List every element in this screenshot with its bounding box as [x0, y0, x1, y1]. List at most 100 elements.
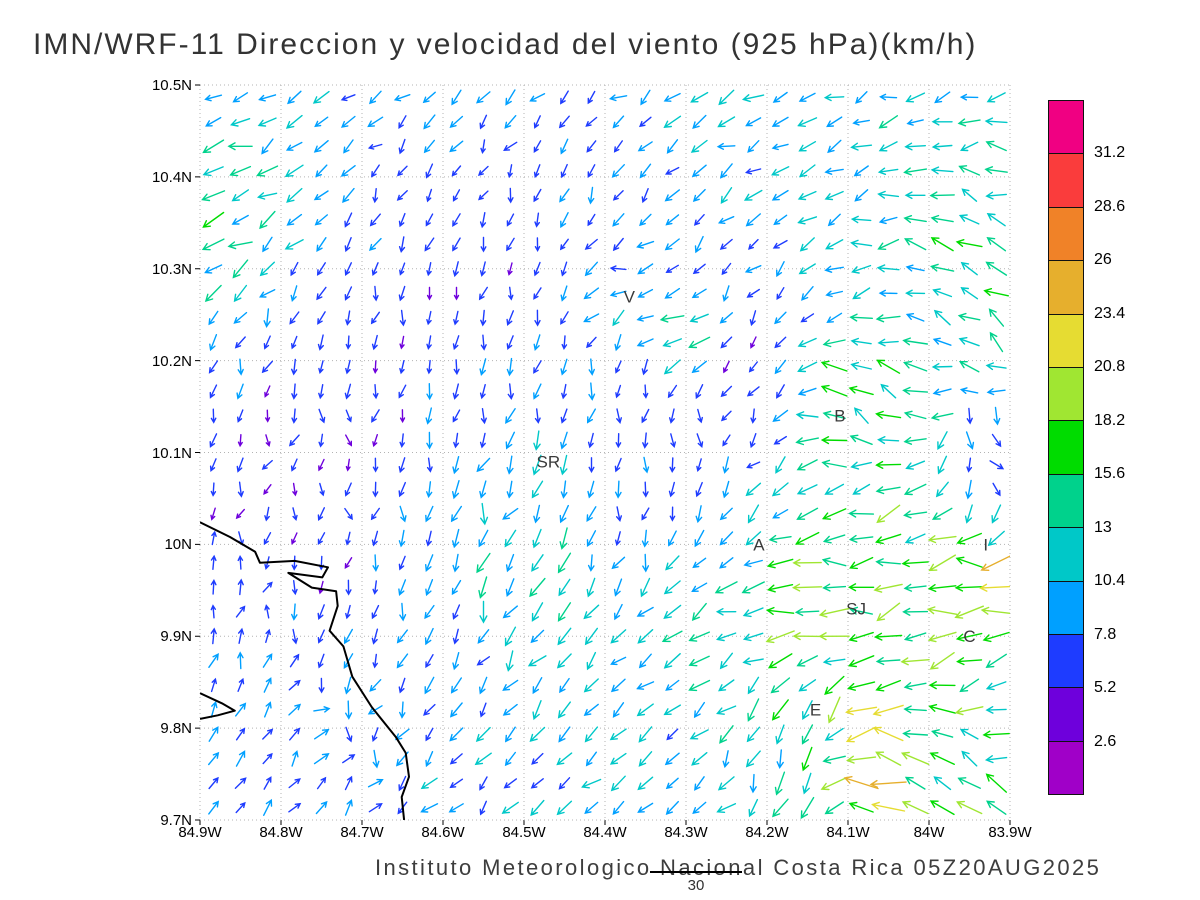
station-label: SR	[536, 453, 560, 472]
wind-vector	[902, 337, 928, 346]
wind-vector	[426, 359, 432, 375]
wind-vector	[694, 529, 705, 548]
vector-scale-label: 30	[687, 877, 705, 894]
wind-vector	[986, 212, 1006, 227]
wind-vector	[318, 360, 324, 374]
y-tick-label: 10N	[164, 536, 192, 554]
wind-vector	[558, 578, 571, 597]
wind-vector	[801, 746, 813, 772]
wind-vector	[719, 531, 734, 546]
wind-vector	[504, 726, 516, 743]
wind-vector	[716, 142, 736, 150]
wind-vector	[237, 358, 244, 376]
wind-vector	[845, 726, 877, 743]
wind-vector	[984, 117, 1008, 126]
wind-vector	[208, 800, 220, 815]
wind-vector	[982, 631, 1010, 643]
wind-vector	[878, 115, 898, 129]
y-tick-label: 9.7N	[160, 812, 192, 829]
wind-vector	[368, 803, 383, 813]
wind-vector	[855, 91, 868, 104]
wind-vector	[930, 237, 954, 252]
wind-vector	[847, 655, 875, 668]
wind-vector	[345, 531, 351, 546]
wind-vector	[667, 384, 678, 399]
wind-vector	[507, 187, 514, 204]
wind-vector	[560, 212, 569, 229]
wind-vector	[398, 555, 406, 571]
wind-vector	[452, 553, 460, 573]
wind-vector	[261, 360, 273, 374]
wind-vector	[900, 657, 930, 666]
wind-vector	[642, 384, 649, 399]
wind-vector	[796, 484, 818, 495]
wind-vector	[398, 236, 406, 254]
wind-vector	[749, 773, 757, 794]
wind-vector	[209, 433, 218, 448]
wind-vector	[772, 798, 789, 818]
wind-vector	[958, 165, 981, 176]
x-tick-label: 84.7W	[340, 824, 384, 841]
wind-vector	[210, 482, 217, 497]
wind-vector	[318, 580, 324, 595]
wind-vector	[424, 604, 435, 620]
wind-vector	[932, 388, 952, 396]
wind-vector	[615, 384, 622, 399]
wind-vector	[824, 801, 844, 815]
wind-vector	[533, 287, 542, 300]
wind-vector	[345, 700, 353, 720]
wind-vector	[771, 482, 789, 497]
wind-vector	[584, 726, 599, 743]
wind-vector	[636, 606, 654, 617]
wind-vector	[235, 801, 246, 814]
wind-vector	[821, 557, 847, 567]
wind-vector	[903, 360, 928, 372]
x-tick-label: 84.4W	[583, 824, 627, 841]
wind-vectors	[201, 89, 1010, 820]
wind-vector	[959, 93, 979, 101]
wind-vector	[399, 701, 406, 719]
wind-vector	[289, 311, 300, 325]
wind-vector	[425, 654, 434, 669]
wind-vector	[344, 212, 353, 228]
wind-vector	[878, 289, 898, 297]
x-tick-label: 84.5W	[502, 824, 546, 841]
wind-vector	[638, 751, 653, 767]
wind-vector	[452, 335, 460, 351]
wind-vector	[505, 578, 515, 597]
wind-vector	[344, 557, 353, 570]
wind-vector	[716, 705, 737, 715]
wind-vector	[453, 310, 459, 326]
wind-vector	[694, 776, 705, 791]
wind-vector	[688, 336, 711, 349]
wind-vector	[774, 359, 787, 375]
wind-vector	[640, 89, 651, 106]
stations: V B SR A SJ C E I	[536, 287, 988, 719]
wind-vector	[663, 580, 681, 595]
wind-vector	[506, 480, 514, 499]
wind-vector	[877, 190, 900, 199]
colorbar-segment	[1048, 260, 1084, 315]
wind-vector	[827, 213, 841, 227]
wind-vector	[399, 602, 407, 622]
wind-vector	[959, 387, 979, 394]
wind-vector	[796, 507, 819, 520]
wind-vector	[371, 604, 380, 620]
wind-vector	[719, 507, 733, 521]
wind-vector	[773, 214, 788, 226]
wind-vector	[744, 168, 762, 175]
wind-vector	[722, 434, 731, 447]
wind-vector	[527, 655, 547, 667]
wind-vector	[398, 384, 407, 399]
wind-vector	[318, 433, 324, 448]
wind-vector	[505, 650, 514, 672]
wind-vector	[372, 749, 380, 769]
wind-vector	[695, 481, 703, 498]
wind-vector	[503, 141, 518, 151]
wind-vector	[262, 752, 273, 765]
wind-vector	[291, 408, 298, 424]
wind-vector	[426, 310, 432, 326]
wind-vector	[850, 361, 872, 370]
wind-vector	[585, 116, 598, 127]
wind-vector	[878, 141, 898, 152]
